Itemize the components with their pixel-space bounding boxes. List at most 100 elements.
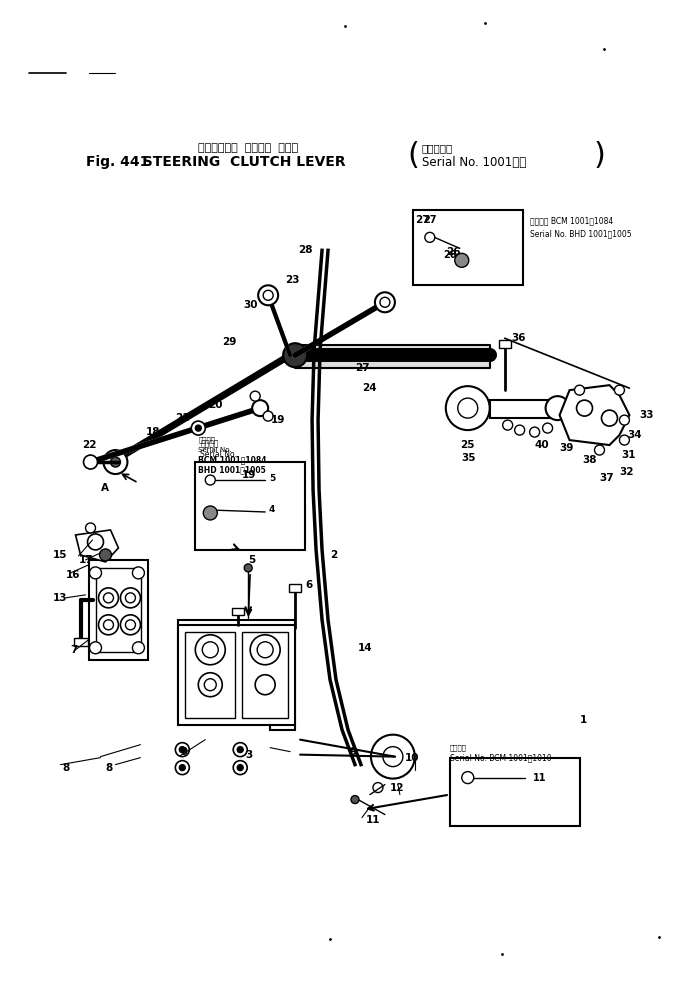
Circle shape (576, 400, 592, 416)
Circle shape (104, 619, 113, 630)
Circle shape (619, 415, 630, 425)
Circle shape (176, 761, 189, 775)
Text: 16: 16 (66, 570, 80, 580)
Circle shape (601, 410, 618, 426)
Circle shape (180, 765, 185, 771)
Text: STEERING  CLUTCH LEVER: STEERING CLUTCH LEVER (133, 156, 346, 169)
Text: Serial No. BHD 1001～1005: Serial No. BHD 1001～1005 (529, 229, 632, 238)
Circle shape (126, 593, 135, 603)
Circle shape (234, 761, 247, 775)
Circle shape (88, 534, 104, 550)
Circle shape (515, 425, 524, 435)
Text: 20: 20 (208, 400, 223, 410)
Text: 適用号機: 適用号機 (450, 744, 467, 751)
Circle shape (100, 549, 111, 561)
Circle shape (237, 765, 243, 771)
Bar (185, 632, 235, 717)
Circle shape (263, 411, 273, 421)
Text: Serial No. BCM 1001～1010: Serial No. BCM 1001～1010 (450, 753, 551, 762)
Text: 30: 30 (243, 300, 258, 310)
Text: 19: 19 (271, 415, 285, 425)
Circle shape (614, 385, 625, 395)
Text: 15: 15 (53, 550, 67, 560)
Circle shape (120, 614, 140, 635)
Text: BHD 1001～1005: BHD 1001～1005 (198, 466, 266, 475)
Polygon shape (560, 385, 630, 445)
Circle shape (84, 455, 97, 469)
Circle shape (99, 588, 118, 607)
Text: Serial No.: Serial No. (198, 447, 232, 453)
Bar (232, 607, 244, 614)
Circle shape (542, 423, 553, 433)
Circle shape (383, 746, 403, 767)
Text: 9: 9 (180, 746, 187, 757)
Text: 8: 8 (106, 763, 113, 773)
Circle shape (104, 593, 113, 603)
Text: 17: 17 (79, 555, 93, 565)
Circle shape (546, 396, 569, 420)
Text: 26: 26 (443, 251, 457, 261)
Text: 22: 22 (82, 440, 97, 450)
Circle shape (446, 386, 490, 430)
Circle shape (455, 254, 468, 268)
Circle shape (529, 427, 540, 437)
Text: BCM 1001～1084: BCM 1001～1084 (198, 456, 267, 465)
Text: 35: 35 (462, 453, 476, 463)
Text: 5: 5 (248, 555, 256, 565)
Polygon shape (295, 345, 490, 369)
Circle shape (133, 642, 144, 654)
Text: 12: 12 (390, 783, 404, 793)
Circle shape (196, 635, 225, 665)
Text: 13: 13 (53, 593, 67, 603)
Text: 28: 28 (298, 246, 312, 256)
Text: ステアリング  クラッチ  レバー: ステアリング クラッチ レバー (198, 144, 299, 154)
Text: 4: 4 (269, 505, 275, 514)
Circle shape (574, 385, 585, 395)
Text: 27: 27 (355, 363, 370, 374)
Text: 31: 31 (621, 450, 636, 460)
Text: 19: 19 (243, 470, 256, 480)
Text: 25: 25 (460, 440, 474, 450)
Text: 適用号機: 適用号機 (198, 437, 216, 443)
Circle shape (250, 391, 261, 401)
Circle shape (257, 642, 273, 658)
Text: 27: 27 (415, 215, 430, 225)
Circle shape (502, 420, 513, 430)
Text: 11: 11 (366, 815, 381, 825)
Circle shape (255, 675, 275, 695)
Text: (: ( (407, 141, 419, 170)
Circle shape (133, 567, 144, 579)
Text: 3: 3 (245, 749, 252, 760)
Polygon shape (75, 530, 118, 562)
Circle shape (198, 673, 223, 697)
Circle shape (205, 679, 216, 691)
Text: 9: 9 (350, 746, 357, 757)
Bar (289, 584, 301, 592)
Text: 1: 1 (580, 715, 587, 724)
Circle shape (462, 772, 474, 784)
Text: Fig. 441: Fig. 441 (86, 156, 149, 169)
Text: Serial No.: Serial No. (200, 450, 237, 459)
Bar (178, 624, 295, 724)
Bar (88, 560, 149, 660)
Circle shape (371, 734, 415, 779)
Text: 6: 6 (305, 580, 312, 590)
Bar (95, 568, 142, 652)
Text: 40: 40 (535, 440, 549, 450)
Text: 39: 39 (560, 443, 574, 453)
Bar (413, 210, 522, 285)
Circle shape (120, 588, 140, 607)
Circle shape (191, 421, 205, 435)
Circle shape (373, 783, 383, 793)
Polygon shape (178, 619, 295, 729)
Circle shape (283, 343, 307, 368)
Circle shape (375, 292, 395, 312)
Circle shape (176, 742, 189, 757)
Circle shape (234, 742, 247, 757)
Circle shape (99, 614, 118, 635)
Circle shape (111, 457, 120, 467)
Text: 37: 37 (600, 473, 614, 483)
Circle shape (196, 425, 201, 431)
Text: 11: 11 (533, 773, 547, 783)
Polygon shape (490, 400, 558, 418)
